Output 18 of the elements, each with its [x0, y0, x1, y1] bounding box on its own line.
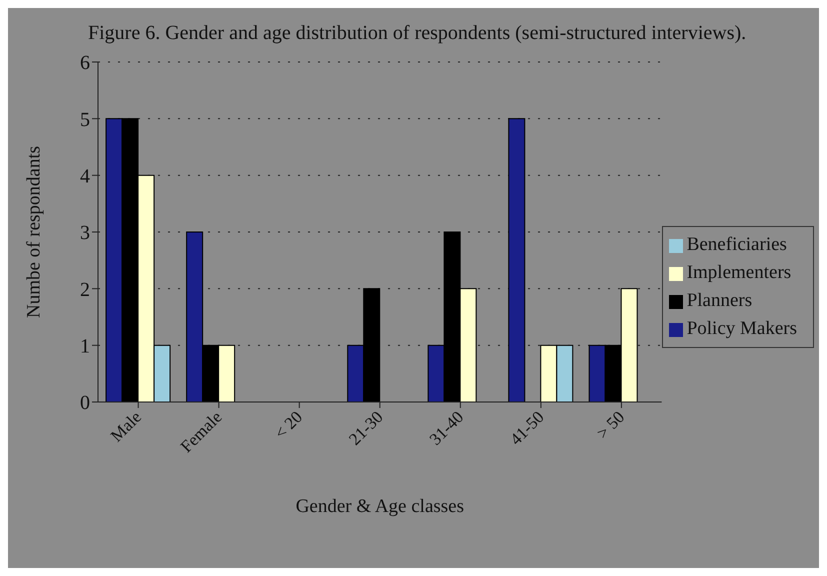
x-tick-label: Male: [106, 407, 146, 446]
y-tick-label: 3: [80, 222, 90, 244]
legend-label: Implementers: [686, 262, 792, 283]
chart-title: Figure 6. Gender and age distribution of respondents (semi-structured interviews).: [87, 21, 748, 46]
x-tick-label: > 50: [593, 407, 628, 443]
legend-label: Beneficiaries: [686, 234, 787, 255]
y-tick-label: 5: [80, 108, 90, 131]
y-axis-title: Numbe of respondants: [24, 146, 45, 318]
legend-label: Planners: [686, 290, 752, 311]
y-tick-label: 1: [80, 335, 90, 358]
legend-label: Policy Makers: [686, 318, 797, 339]
y-tick-label: 6: [80, 52, 90, 74]
bar: [508, 118, 526, 402]
x-axis-title: Gender & Age classes: [296, 496, 464, 517]
y-tick-label: 0: [80, 392, 90, 414]
y-tick-label: 4: [80, 165, 90, 188]
y-tick-label: 2: [80, 278, 90, 301]
x-tick-label: < 20: [270, 407, 306, 443]
